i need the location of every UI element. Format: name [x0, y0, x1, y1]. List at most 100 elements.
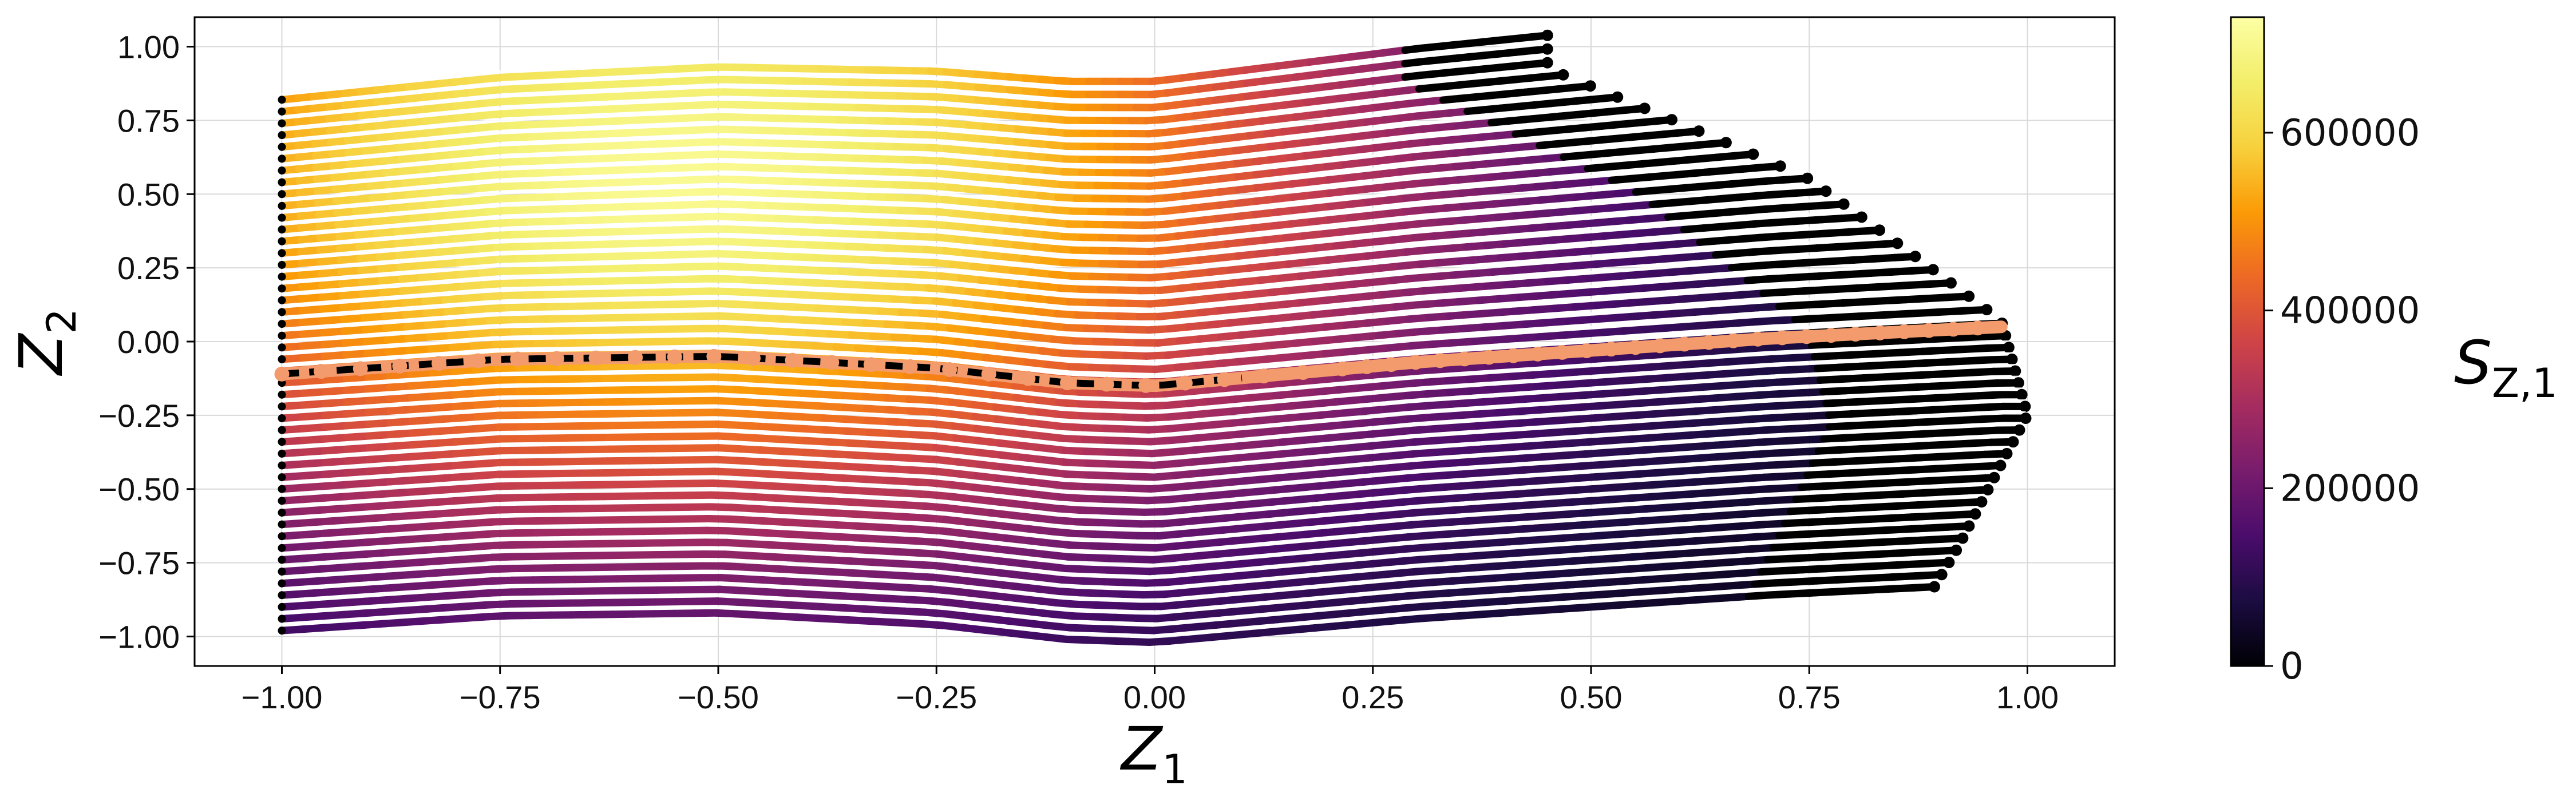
trajectory-start-point — [278, 343, 286, 352]
trajectory-separator — [282, 124, 1699, 190]
trajectory-separator — [282, 55, 1548, 120]
trajectory-start-point — [278, 166, 286, 175]
x-tick-label: 0.75 — [1778, 679, 1841, 715]
trajectory-separator — [282, 101, 1645, 166]
highlighted-series-point — [785, 352, 800, 368]
trajectory-start-point — [278, 602, 286, 611]
trajectory — [278, 78, 1596, 151]
colorbar-tick-label: 400000 — [2280, 290, 2420, 332]
highlighted-series-point — [1099, 376, 1114, 392]
trajectory-end-point — [1963, 290, 1975, 302]
trajectory-start-point — [278, 461, 286, 470]
trajectory-separator — [282, 340, 2009, 402]
highlighted-series-point — [1530, 346, 1545, 362]
trajectory-end-point — [2013, 424, 2025, 436]
trajectory — [278, 375, 2024, 446]
trajectory-start-point — [278, 201, 286, 210]
trajectory — [278, 458, 2007, 528]
highlighted-series-point — [746, 351, 761, 366]
trajectory-end-point — [2003, 342, 2015, 354]
trajectory-end-point — [1584, 80, 1596, 92]
trajectory-separator — [282, 364, 2016, 426]
trajectory-separator — [282, 262, 1933, 326]
trajectory — [278, 55, 1553, 128]
x-tick-label: 0.00 — [1123, 679, 1186, 715]
trajectory-end-point — [1557, 69, 1569, 81]
highlighted-series-point — [1481, 350, 1497, 365]
trajectory-end-point — [1720, 137, 1732, 149]
trajectory — [278, 135, 1732, 210]
trajectory — [278, 411, 2032, 481]
highlighted-series-point — [1177, 375, 1193, 391]
highlighted-series-point — [1383, 357, 1399, 372]
trajectory-separator — [282, 434, 2013, 497]
trajectory-start-point — [278, 142, 286, 151]
colorbar-ticks: 0 200000 400000 600000 — [2264, 112, 2420, 688]
trajectory-separator — [282, 112, 1672, 179]
trajectory — [278, 531, 1969, 599]
trajectory — [278, 276, 1957, 347]
trajectory-start-point — [278, 154, 286, 163]
colorbar-tick-label: 0 — [2280, 645, 2304, 688]
trajectory-separator — [282, 90, 1618, 154]
trajectory-start-point — [278, 579, 286, 588]
trajectory — [278, 158, 1786, 234]
trajectory-separator — [282, 567, 1942, 627]
highlighted-series-point — [1701, 335, 1716, 350]
trajectory — [278, 482, 1994, 552]
trajectory-start-point — [278, 225, 286, 234]
trajectory-end-point — [1969, 508, 1981, 520]
trajectory-end-point — [2016, 388, 2028, 401]
trajectory-end-point — [1981, 304, 1993, 316]
y-tick-label: −0.25 — [98, 398, 180, 434]
highlighted-series-point — [667, 349, 682, 364]
trajectory-start-point — [278, 96, 286, 104]
highlighted-series-point — [981, 366, 996, 382]
trajectory-start-point — [278, 568, 286, 576]
trajectory-separator — [282, 482, 1988, 544]
trajectory-separator — [282, 249, 1916, 312]
highlighted-series-point — [1677, 336, 1692, 352]
trajectory — [278, 249, 1921, 320]
y-tick-label: 0.25 — [117, 250, 180, 286]
trajectory-separator — [282, 158, 1780, 225]
trajectory-separator — [282, 494, 1982, 556]
trajectory-end-point — [2019, 401, 2031, 413]
colorbar — [2230, 16, 2265, 667]
trajectory-separator — [282, 506, 1976, 568]
trajectory — [278, 262, 1939, 334]
trajectory-end-point — [1995, 459, 2007, 471]
highlighted-series-point — [942, 362, 957, 377]
trajectory-start-point — [278, 178, 286, 187]
highlighted-series-point — [903, 359, 918, 374]
trajectory-separator — [282, 580, 1935, 638]
trajectory-separator — [282, 78, 1591, 143]
trajectory — [278, 580, 1940, 646]
y-tick-label: 0.75 — [117, 102, 180, 138]
highlighted-series-point — [1970, 320, 1985, 336]
highlighted-series-point — [1256, 368, 1272, 384]
y-tick-label: 0.00 — [117, 324, 180, 360]
trajectory-end-point — [1838, 198, 1850, 210]
trajectory — [278, 236, 1904, 308]
trajectory — [278, 68, 1569, 140]
trajectory-start-point — [278, 402, 286, 411]
highlighted-series-point — [706, 348, 722, 364]
highlighted-series-point — [1295, 364, 1311, 380]
trajectory-end-point — [1855, 211, 1867, 223]
trajectory-start-point — [278, 284, 286, 293]
trajectory — [278, 184, 1832, 257]
trajectory-end-point — [1957, 532, 1969, 544]
trajectory-end-point — [1802, 172, 1814, 184]
trajectory — [278, 423, 2025, 493]
y-tick-label: −0.50 — [98, 471, 180, 507]
highlighted-series-point — [1799, 329, 1814, 344]
y-tick-label: −1.00 — [98, 618, 180, 655]
trajectory-separator — [282, 28, 1548, 96]
trajectory-end-point — [1943, 557, 1955, 569]
x-tick-label: −0.50 — [678, 679, 759, 715]
trajectory-separator — [282, 171, 1808, 237]
trajectory-end-point — [1541, 29, 1553, 41]
highlighted-series-point — [1945, 322, 1961, 337]
